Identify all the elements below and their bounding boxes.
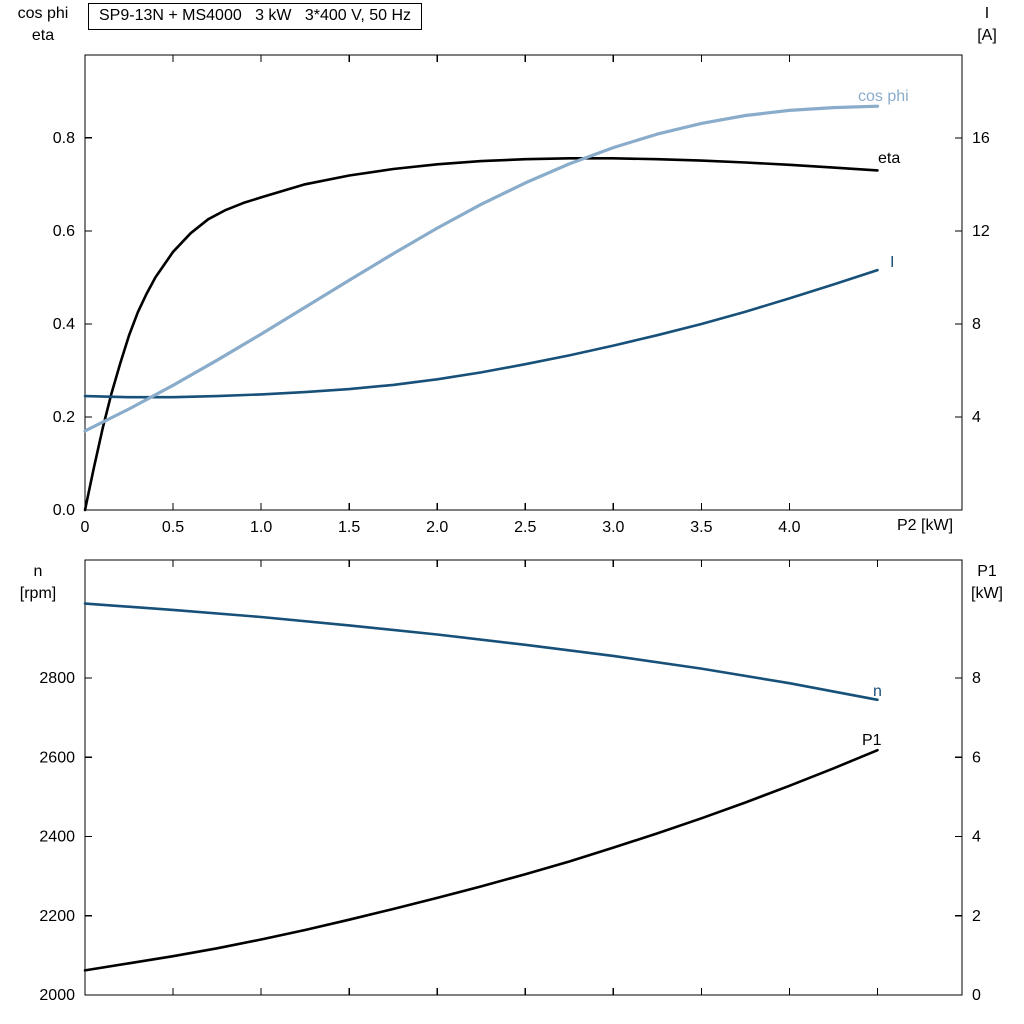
- curve-cos-phi: [83, 104, 880, 433]
- y-left-tick-label: 0.4: [53, 316, 75, 333]
- top-chart-x-axis-label: P2 [kW]: [897, 517, 954, 534]
- right-axis-caption-line1: I: [984, 5, 990, 22]
- y-left-tick-label: 2200: [39, 908, 75, 925]
- x-tick-label: 2.0: [426, 519, 448, 536]
- curve-n: [83, 602, 879, 702]
- curve-eta: [83, 157, 879, 512]
- y-left-tick-label: 0.0: [53, 502, 75, 519]
- right-axis-caption-line2: [kW]: [971, 585, 1003, 602]
- title-box: SP9-13N + MS4000 3 kW 3*400 V, 50 Hz: [88, 3, 423, 30]
- plot-border-chart-0: [84, 54, 963, 511]
- curve-label-cos-phi: cos phi: [858, 88, 909, 105]
- y-left-tick-label: 2400: [39, 829, 75, 846]
- y-right-tick-label: 4: [972, 409, 981, 426]
- right-axis-caption-line1: P1: [977, 563, 997, 580]
- bottom-chart-right-axis-caption: P1 [kW]: [952, 561, 1022, 605]
- top-chart-right-axis-caption: I [A]: [958, 3, 1016, 47]
- y-right-tick-label: 0: [972, 987, 981, 1004]
- curve-label-p1: P1: [862, 732, 882, 749]
- x-tick-label: 2.5: [514, 519, 536, 536]
- x-tick-label: 4.0: [778, 519, 800, 536]
- y-right-tick-label: 12: [972, 223, 990, 240]
- curve-i: [83, 268, 879, 399]
- curve-p1: [83, 748, 879, 972]
- curve-label-n: n: [873, 683, 882, 700]
- left-axis-caption-line2: [rpm]: [19, 585, 57, 602]
- right-axis-caption-line2: [A]: [977, 27, 997, 44]
- x-tick-label: 0: [81, 519, 90, 536]
- bottom-chart-left-axis-caption: n [rpm]: [2, 561, 74, 605]
- plot-border-chart-1: [84, 559, 963, 996]
- y-right-tick-label: 4: [972, 829, 981, 846]
- curve-label-eta: eta: [878, 150, 900, 167]
- x-tick-label: 1.5: [338, 519, 360, 536]
- x-tick-label: 3.0: [602, 519, 624, 536]
- x-tick-label: 3.5: [690, 519, 712, 536]
- y-right-tick-label: 2: [972, 908, 981, 925]
- y-left-tick-label: 0.6: [53, 223, 75, 240]
- top-chart-left-axis-caption: cos phi eta: [4, 3, 82, 47]
- y-right-tick-label: 6: [972, 749, 981, 766]
- x-tick-label: 1.0: [250, 519, 272, 536]
- curve-label-i: I: [890, 254, 894, 271]
- y-left-tick-label: 0.8: [53, 130, 75, 147]
- y-right-tick-label: 8: [972, 316, 981, 333]
- left-axis-caption-line1: n: [33, 563, 43, 580]
- y-left-tick-label: 0.2: [53, 409, 75, 426]
- y-left-tick-label: 2800: [39, 670, 75, 687]
- y-right-tick-label: 8: [972, 670, 981, 687]
- x-tick-label: 0.5: [162, 519, 184, 536]
- y-right-tick-label: 16: [972, 130, 990, 147]
- left-axis-caption-line1: cos phi: [17, 5, 69, 22]
- y-left-tick-label: 2600: [39, 749, 75, 766]
- y-left-tick-label: 2000: [39, 987, 75, 1004]
- left-axis-caption-line2: eta: [31, 27, 55, 44]
